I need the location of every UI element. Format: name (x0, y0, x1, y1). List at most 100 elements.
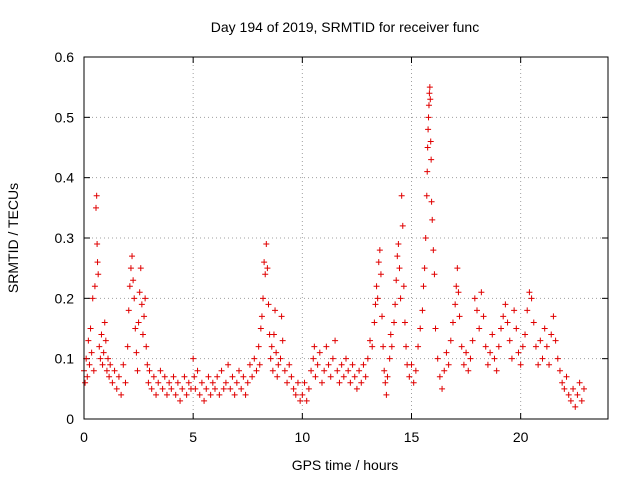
data-point (327, 373, 334, 380)
data-point (398, 192, 405, 199)
data-point (312, 373, 319, 380)
data-point (146, 367, 153, 374)
data-point (194, 367, 201, 374)
data-point (236, 367, 243, 374)
data-point (574, 391, 581, 398)
data-point (103, 367, 110, 374)
data-point (122, 379, 129, 386)
data-points (81, 84, 587, 410)
data-point (429, 216, 436, 223)
y-tick-label: 0.2 (55, 290, 75, 306)
data-point (397, 295, 404, 302)
data-point (424, 168, 431, 175)
data-point (133, 349, 140, 356)
data-point (519, 343, 526, 350)
data-point (425, 102, 432, 109)
data-point (161, 373, 168, 380)
data-point (556, 367, 563, 374)
data-point (428, 156, 435, 163)
data-point (131, 295, 138, 302)
data-point (452, 301, 459, 308)
data-point (449, 319, 456, 326)
data-point (522, 331, 529, 338)
chart-title: Day 194 of 2019, SRMTID for receiver fun… (211, 19, 479, 35)
data-point (423, 192, 430, 199)
data-point (386, 355, 393, 362)
data-point (463, 349, 470, 356)
data-point (308, 367, 315, 374)
data-point (168, 385, 175, 392)
data-point (263, 241, 270, 248)
data-point (142, 295, 149, 302)
y-axis-label: SRMTID / TECUs (5, 183, 21, 293)
data-point (265, 301, 272, 308)
x-tick-label: 15 (404, 429, 420, 445)
data-point (216, 391, 223, 398)
y-tick-label: 0.6 (55, 49, 75, 65)
data-point (205, 373, 212, 380)
data-point (392, 301, 399, 308)
data-point (360, 361, 367, 368)
data-point (98, 331, 105, 338)
data-point (155, 379, 162, 386)
data-point (126, 283, 133, 290)
data-point (127, 265, 134, 272)
data-point (371, 319, 378, 326)
data-point (565, 391, 572, 398)
data-point (220, 385, 227, 392)
data-point (198, 379, 205, 386)
data-point (159, 385, 166, 392)
data-point (377, 271, 384, 278)
data-point (138, 301, 145, 308)
data-point (506, 337, 513, 344)
data-point (157, 367, 164, 374)
data-point (415, 343, 422, 350)
data-point (548, 331, 555, 338)
data-point (578, 397, 585, 404)
data-point (303, 397, 310, 404)
data-point (115, 373, 122, 380)
data-point (257, 325, 264, 332)
data-point (424, 144, 431, 151)
data-point (278, 313, 285, 320)
data-point (552, 337, 559, 344)
data-point (491, 355, 498, 362)
data-point (203, 385, 210, 392)
data-point (256, 361, 263, 368)
data-point (325, 361, 332, 368)
data-point (425, 126, 432, 133)
data-point (273, 349, 280, 356)
data-point (267, 355, 274, 362)
data-point (281, 367, 288, 374)
data-point (493, 367, 500, 374)
data-point (487, 349, 494, 356)
data-point (99, 361, 106, 368)
x-tick-label: 0 (80, 429, 88, 445)
data-point (559, 379, 566, 386)
data-point (508, 355, 515, 362)
data-point (258, 313, 265, 320)
y-tick-label: 0.4 (55, 170, 75, 186)
data-point (476, 325, 483, 332)
data-point (420, 283, 427, 290)
data-point (209, 379, 216, 386)
data-point (458, 343, 465, 350)
data-point (572, 403, 579, 410)
data-point (277, 355, 284, 362)
data-point (456, 313, 463, 320)
data-point (374, 295, 381, 302)
x-tick-label: 10 (295, 429, 311, 445)
data-point (543, 343, 550, 350)
data-point (351, 373, 358, 380)
data-point (275, 361, 282, 368)
data-point (93, 192, 100, 199)
data-point (393, 277, 400, 284)
data-point (314, 361, 321, 368)
data-point (396, 265, 403, 272)
data-point (399, 222, 406, 229)
data-point (251, 355, 258, 362)
data-point (233, 379, 240, 386)
data-point (288, 373, 295, 380)
data-point (214, 373, 221, 380)
